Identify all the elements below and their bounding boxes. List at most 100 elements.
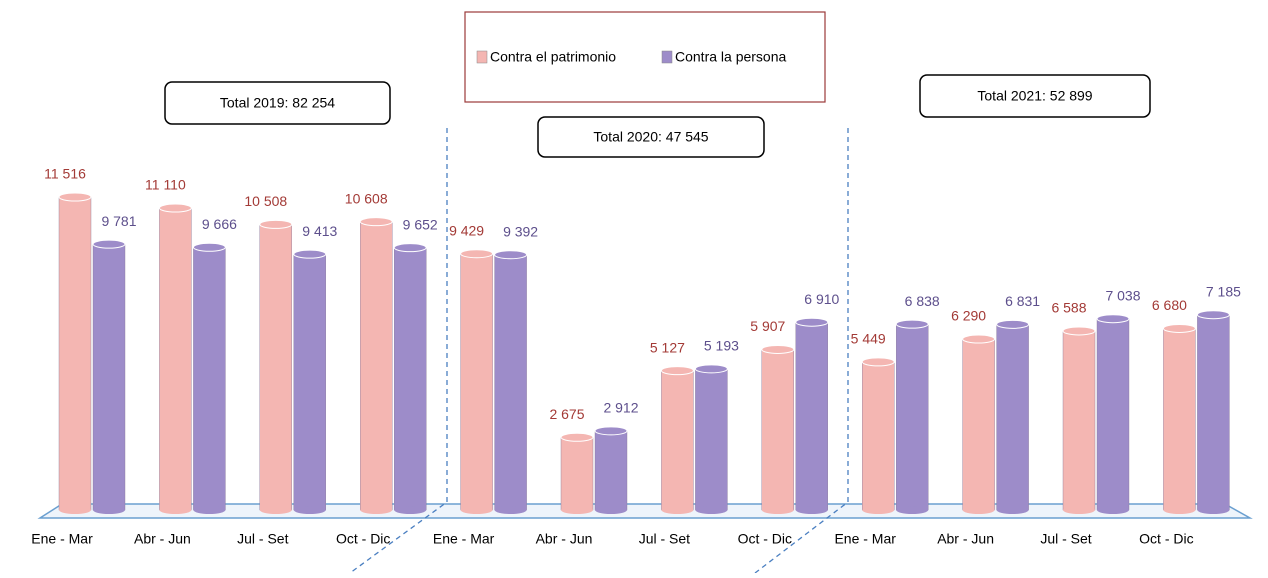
bar	[259, 224, 292, 511]
x-tick-label: Ene - Mar	[834, 531, 896, 547]
bar-top	[460, 249, 494, 259]
value-label: 7 038	[1105, 287, 1140, 303]
bar-top	[359, 217, 393, 227]
bar-top	[92, 239, 126, 249]
value-label: 9 652	[403, 216, 438, 232]
bar	[962, 338, 995, 511]
bar	[1062, 330, 1096, 511]
bar	[92, 243, 126, 511]
bar-base	[896, 506, 929, 514]
bar-base	[93, 506, 125, 514]
value-label: 10 508	[244, 193, 287, 209]
bar	[1197, 314, 1230, 511]
bar-base	[661, 506, 694, 514]
x-tick-label: Oct - Dic	[336, 531, 390, 547]
bar-top	[1196, 310, 1230, 320]
separator	[754, 128, 849, 574]
legend-swatch	[661, 50, 673, 64]
bar-base	[360, 506, 393, 514]
separator	[349, 128, 448, 574]
x-tick-label: Abr - Jun	[134, 531, 191, 547]
bar	[896, 323, 929, 511]
value-label: 9 392	[503, 223, 538, 239]
bar-top	[494, 250, 528, 260]
value-label: 6 910	[804, 291, 839, 307]
legend-swatch	[476, 50, 488, 64]
bar-top	[1062, 326, 1096, 336]
value-label: 5 449	[851, 331, 886, 347]
bar-top	[560, 432, 594, 442]
value-label: 6 290	[951, 308, 986, 324]
value-label: 6 831	[1005, 293, 1040, 309]
x-tick-label: Abr - Jun	[536, 531, 593, 547]
bar-base	[1063, 506, 1095, 514]
value-label: 9 429	[449, 222, 484, 238]
bar-base	[293, 506, 326, 514]
bar	[761, 349, 794, 511]
bar-base	[996, 506, 1029, 514]
bar-base	[561, 506, 593, 514]
bar	[159, 207, 192, 511]
bar	[494, 254, 527, 511]
bar	[1163, 328, 1196, 511]
bar	[460, 253, 493, 511]
bar	[695, 368, 728, 511]
bar	[862, 361, 895, 511]
bar-top	[660, 366, 694, 376]
value-label: 11 516	[44, 166, 86, 182]
value-label: 5 193	[704, 338, 739, 354]
annotation-box	[164, 81, 391, 125]
bar-base	[595, 506, 627, 514]
annotation-box	[537, 116, 765, 158]
bar	[293, 253, 326, 511]
value-label: 7 185	[1206, 283, 1241, 299]
bar	[996, 324, 1029, 511]
value-label: 10 608	[345, 190, 388, 206]
bar	[394, 247, 427, 511]
annotation: Total 2021: 52 899	[977, 88, 1092, 104]
bar	[58, 196, 92, 511]
bar-top	[594, 426, 628, 436]
bar	[560, 437, 594, 511]
x-tick-label: Oct - Dic	[738, 531, 792, 547]
bar-base	[460, 506, 493, 514]
bar-base	[1163, 506, 1196, 514]
bar-top	[293, 249, 327, 259]
bar	[1096, 318, 1130, 511]
x-tick-label: Oct - Dic	[1139, 531, 1193, 547]
bar-top	[158, 203, 192, 213]
bar	[594, 430, 628, 511]
value-label: 9 781	[101, 213, 136, 229]
x-tick-label: Jul - Set	[237, 531, 288, 547]
value-label: 6 588	[1051, 300, 1086, 316]
annotation: Total 2020: 47 545	[593, 129, 708, 145]
value-label: 6 838	[905, 293, 940, 309]
bar-top	[1096, 314, 1130, 324]
bar-base	[1197, 506, 1230, 514]
bar-base	[259, 506, 292, 514]
value-label: 2 675	[549, 406, 584, 422]
x-tick-label: Abr - Jun	[937, 531, 994, 547]
bar-top	[861, 357, 895, 367]
bar-top	[1162, 323, 1196, 333]
value-label: 9 666	[202, 216, 237, 232]
bar-base	[159, 506, 192, 514]
legend-label: Contra la persona	[675, 49, 787, 65]
bar-top	[962, 334, 996, 344]
bar-base	[59, 506, 91, 514]
value-label: 9 413	[302, 223, 337, 239]
value-label: 11 110	[145, 177, 186, 193]
bar-base	[394, 506, 427, 514]
bar-base	[494, 506, 527, 514]
legend-label: Contra el patrimonio	[490, 49, 616, 65]
x-tick-label: Ene - Mar	[31, 531, 93, 547]
value-label: 5 127	[650, 339, 685, 355]
bar	[360, 221, 393, 511]
bar-base	[761, 506, 794, 514]
legend-box	[464, 11, 826, 103]
bar-base	[695, 506, 728, 514]
x-tick-label: Ene - Mar	[433, 531, 495, 547]
annotation-box	[919, 74, 1151, 118]
